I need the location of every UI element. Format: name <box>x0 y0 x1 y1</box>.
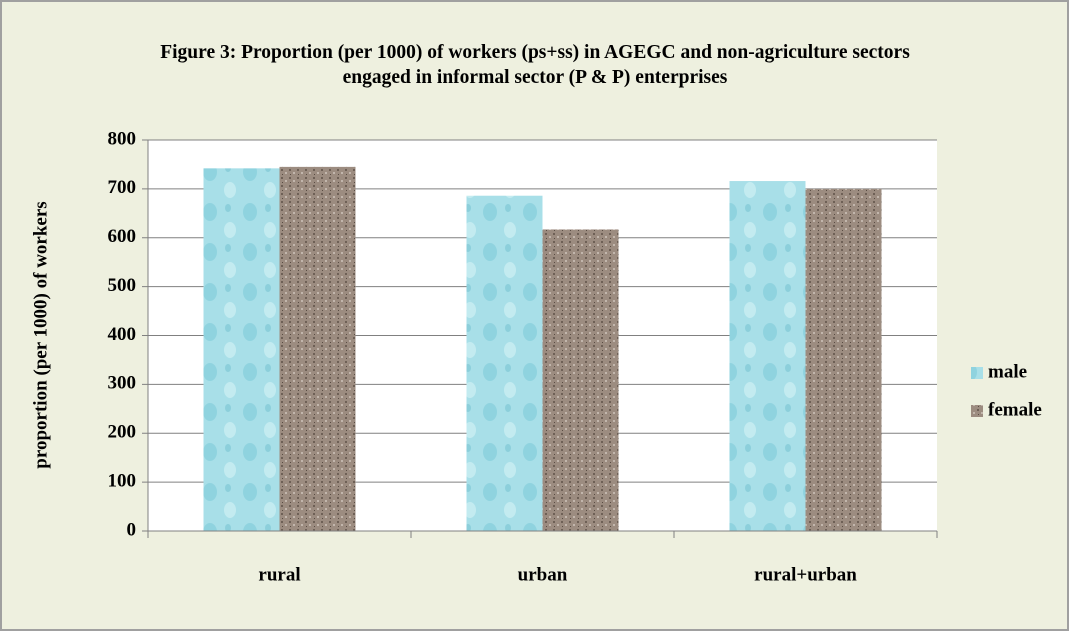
y-tick-label: 300 <box>108 373 137 394</box>
legend-swatch <box>971 405 983 417</box>
bar <box>279 166 356 531</box>
legend-swatch <box>971 367 983 379</box>
y-tick-label: 700 <box>108 177 137 198</box>
chart-title: Figure 3: Proportion (per 1000) of worke… <box>160 42 910 88</box>
x-tick-label: rural <box>258 564 300 585</box>
y-tick-label: 0 <box>127 519 137 540</box>
y-tick-label: 100 <box>108 470 137 491</box>
legend-label: female <box>988 399 1042 420</box>
y-tick-label: 500 <box>108 275 137 296</box>
y-tick-label: 200 <box>108 422 137 443</box>
y-tick-label: 400 <box>108 324 137 345</box>
bar <box>805 188 882 531</box>
legend-label: male <box>988 361 1027 382</box>
y-axis-label: proportion (per 1000) of workers <box>30 201 51 468</box>
bar <box>542 229 619 531</box>
y-tick-label: 800 <box>108 128 137 149</box>
bar <box>729 181 806 531</box>
bar <box>203 168 280 531</box>
y-tick-label: 600 <box>108 226 137 247</box>
x-tick-label: urban <box>518 564 568 585</box>
bar <box>466 195 543 531</box>
x-tick-label: rural+urban <box>754 564 857 585</box>
